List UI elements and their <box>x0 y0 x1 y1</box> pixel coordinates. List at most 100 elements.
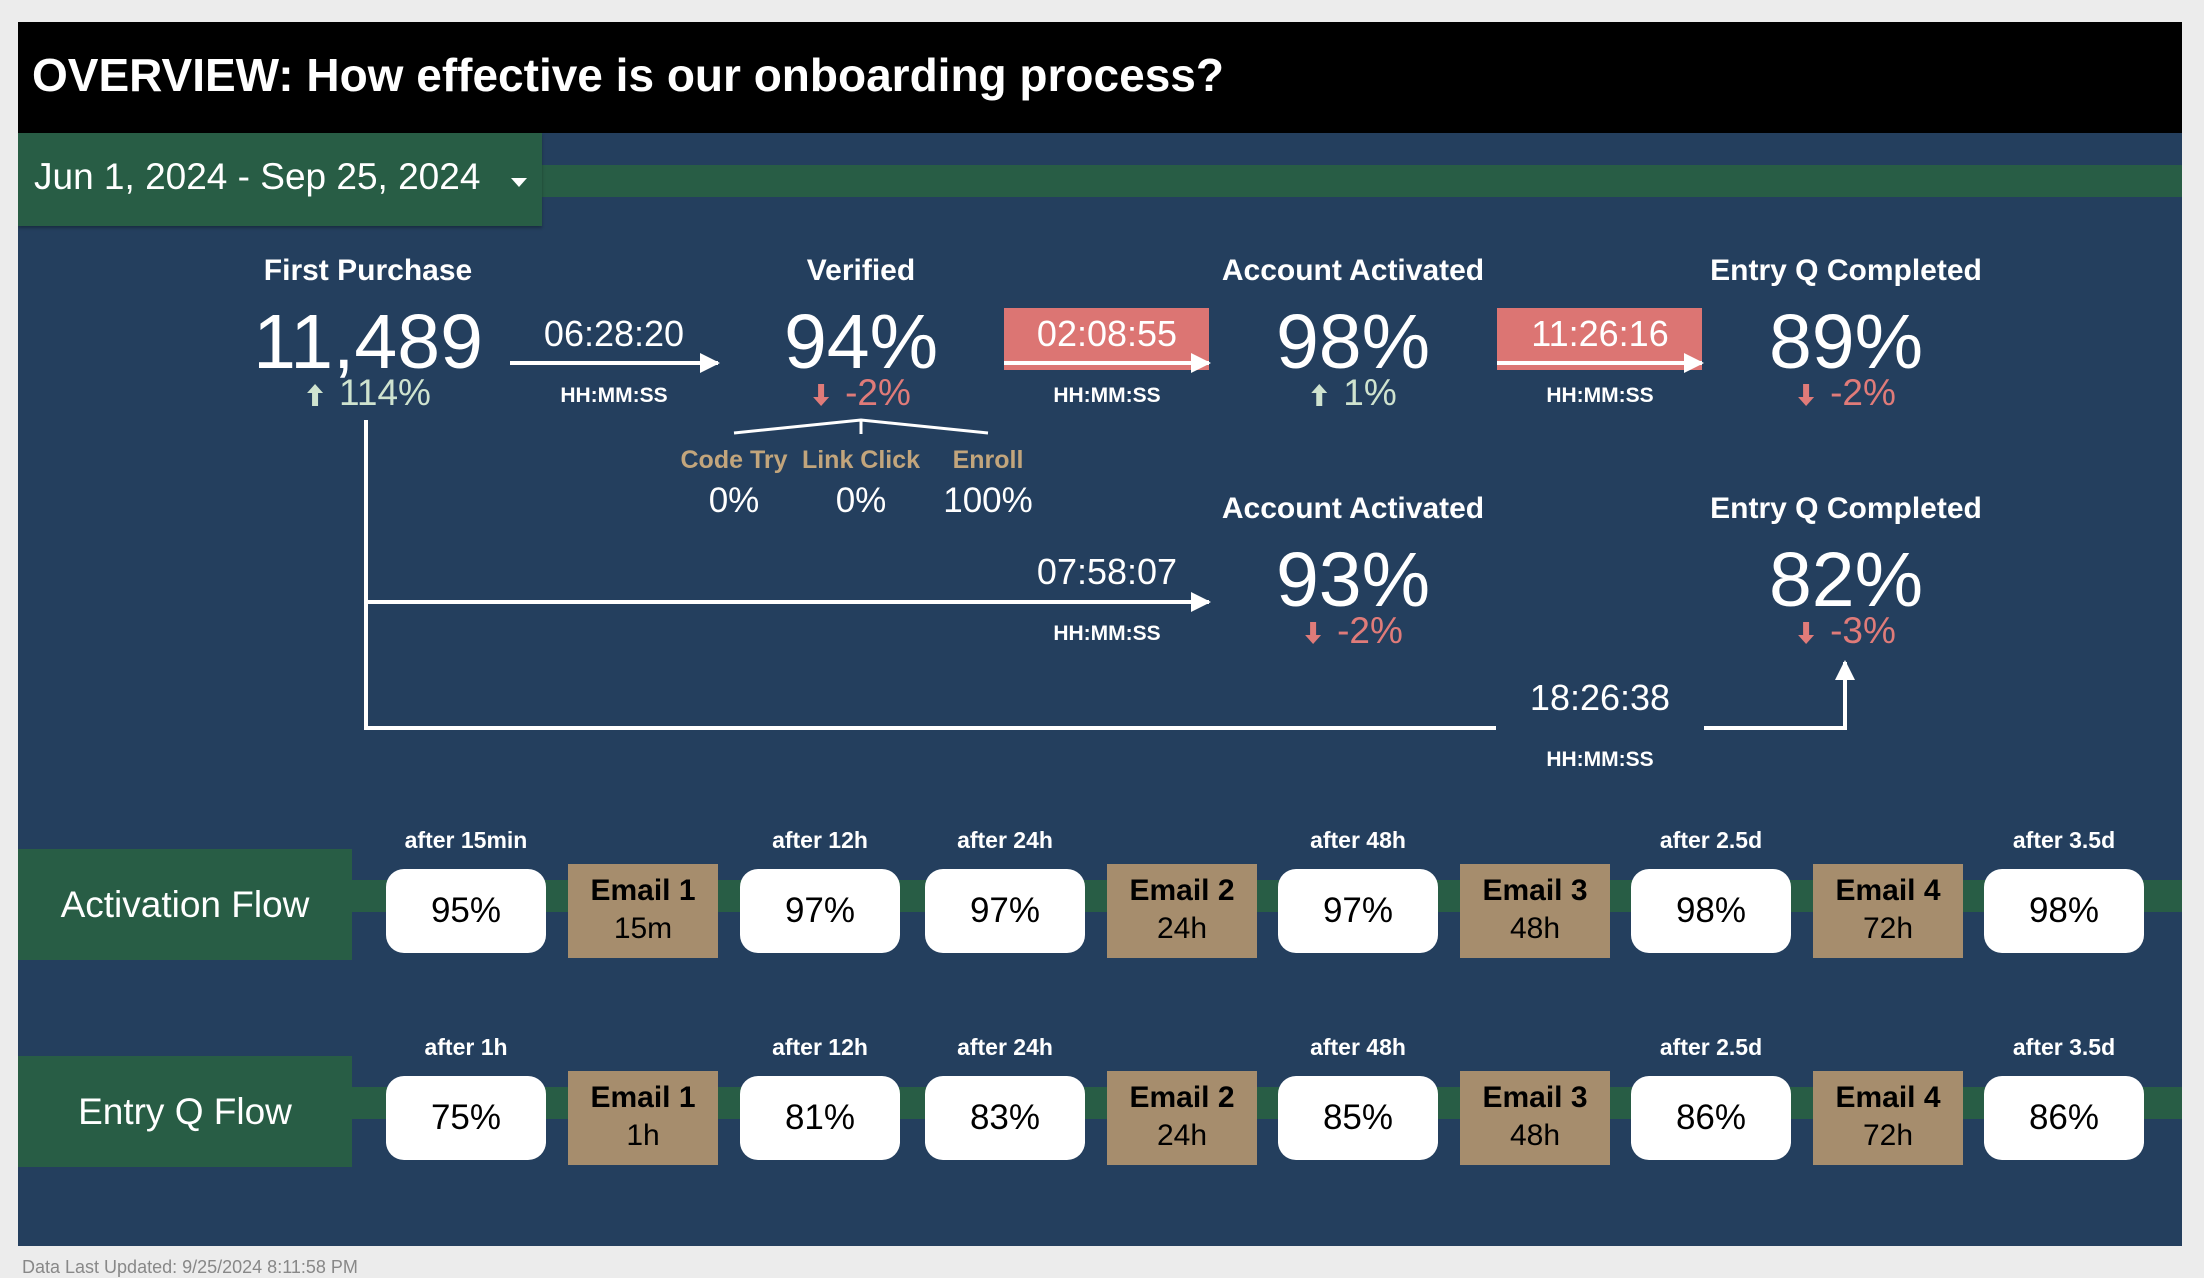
verify-method-value: 0% <box>708 481 760 520</box>
verified-value: 94% <box>783 299 939 385</box>
arrow-up-icon <box>1311 384 1328 407</box>
activation-rate-pill: 98% <box>1984 869 2144 953</box>
activation-rate-pill: 97% <box>740 869 900 953</box>
transition-2-unit: HH:MM:SS <box>1053 384 1161 407</box>
entryq-delta: -2% <box>1796 372 1896 414</box>
activated-delta: 1% <box>1309 372 1397 414</box>
email-name: Email 2 <box>1129 874 1235 907</box>
email-name: Email 4 <box>1835 1081 1941 1114</box>
transition-5-unit: HH:MM:SS <box>1546 748 1654 771</box>
first-purchase-label: First Purchase <box>263 254 473 287</box>
funnel-connectors <box>364 308 1855 730</box>
email-name: Email 1 <box>590 1081 696 1114</box>
entryq-rate-pill: 86% <box>1631 1076 1791 1160</box>
transition-3-unit: HH:MM:SS <box>1546 384 1654 407</box>
verify-method-value: 0% <box>835 481 887 520</box>
pill-timing-label: after 15min <box>404 827 528 853</box>
pill-timing-label: after 12h <box>772 1034 868 1060</box>
transition-5-time: 18:26:38 <box>1529 677 1671 718</box>
verify-method-label: Link Click <box>801 446 921 474</box>
caret-down-icon[interactable] <box>511 178 527 187</box>
email-name: Email 3 <box>1482 1081 1588 1114</box>
page-title: OVERVIEW: How effective is our onboardin… <box>32 49 1224 101</box>
activation-rate-pill: 95% <box>386 869 546 953</box>
transition-3-time: 11:26:16 <box>1531 313 1669 354</box>
entryq-email-card: Email 3 48h <box>1460 1071 1610 1165</box>
pill-timing-label: after 12h <box>772 827 868 853</box>
pill-timing-label: after 1h <box>424 1034 508 1060</box>
pill-timing-label: after 24h <box>957 827 1053 853</box>
activation-rate-pill: 98% <box>1631 869 1791 953</box>
transition-2-time: 02:08:55 <box>1036 313 1178 354</box>
activation-email-card: Email 3 48h <box>1460 864 1610 958</box>
pill-timing-label: after 48h <box>1310 827 1406 853</box>
entryq-rate-pill: 86% <box>1984 1076 2144 1160</box>
email-name: Email 1 <box>590 874 696 907</box>
pill-timing-label: after 2.5d <box>1659 827 1763 853</box>
activated-direct-delta-value: -2% <box>1337 610 1403 651</box>
entryq-direct-label: Entry Q Completed <box>1710 492 1982 525</box>
arrow-down-icon <box>1798 622 1815 645</box>
transition-2-highlight <box>1004 308 1209 370</box>
entryq-rate-pill: 75% <box>386 1076 546 1160</box>
email-delay: 24h <box>1156 912 1208 945</box>
entryq-email-card: Email 2 24h <box>1107 1071 1257 1165</box>
email-delay: 48h <box>1509 912 1561 945</box>
activated-direct-label: Account Activated <box>1221 492 1485 525</box>
entryq-rate-pill: 83% <box>925 1076 1085 1160</box>
activation-email-card: Email 4 72h <box>1813 864 1963 958</box>
verify-method-label: Code Try <box>680 446 788 474</box>
activated-delta-value: 1% <box>1343 372 1397 413</box>
pill-timing-label: after 48h <box>1310 1034 1406 1060</box>
entryq-email-card: Email 4 72h <box>1813 1071 1963 1165</box>
arrow-down-icon <box>1305 622 1322 645</box>
transition-3-highlight <box>1497 308 1702 370</box>
activated-label: Account Activated <box>1221 254 1485 287</box>
activated-direct-value: 93% <box>1275 537 1431 623</box>
entryq-label: Entry Q Completed <box>1710 254 1982 287</box>
pill-timing-label: after 24h <box>957 1034 1053 1060</box>
email-delay: 48h <box>1509 1119 1561 1152</box>
first-purchase-delta: 114% <box>305 372 431 414</box>
arrow-to-entryq-direct <box>1704 660 1855 730</box>
first-purchase-value: 11,489 <box>253 299 483 385</box>
entryq-flow-label: Entry Q Flow <box>18 1056 352 1167</box>
entryq-direct-delta-value: -3% <box>1830 610 1896 651</box>
activation-email-card: Email 1 15m <box>568 864 718 958</box>
email-name: Email 4 <box>1835 874 1941 907</box>
entryq-delta-value: -2% <box>1830 372 1896 413</box>
pill-timing-label: after 3.5d <box>2012 1034 2116 1060</box>
activation-rate-pill: 97% <box>1278 869 1438 953</box>
date-range-picker[interactable]: Jun 1, 2024 - Sep 25, 2024 <box>18 133 542 226</box>
header-bar: OVERVIEW: How effective is our onboardin… <box>18 22 2182 133</box>
email-delay: 15m <box>613 912 673 945</box>
transition-1-unit: HH:MM:SS <box>560 384 668 407</box>
entryq-rate-pill: 81% <box>740 1076 900 1160</box>
verified-delta: -2% <box>811 372 911 414</box>
email-delay: 24h <box>1156 1119 1208 1152</box>
transition-4-unit: HH:MM:SS <box>1053 622 1161 645</box>
arrow-down-icon <box>1798 384 1815 407</box>
verify-method-value: 100% <box>943 481 1033 520</box>
email-delay: 1h <box>626 1119 660 1152</box>
activated-direct-delta: -2% <box>1303 610 1403 652</box>
email-delay: 72h <box>1862 912 1914 945</box>
pill-timing-label: after 2.5d <box>1659 1034 1763 1060</box>
email-name: Email 3 <box>1482 874 1588 907</box>
activated-value: 98% <box>1275 299 1431 385</box>
report-canvas: OVERVIEW: How effective is our onboardin… <box>18 22 2182 1246</box>
date-range-text: Jun 1, 2024 - Sep 25, 2024 <box>34 156 481 197</box>
verify-method-label: Enroll <box>952 446 1024 474</box>
verified-label: Verified <box>806 254 916 287</box>
verified-delta-value: -2% <box>845 372 911 413</box>
first-purchase-delta-value: 114% <box>339 372 431 413</box>
transition-4-time: 07:58:07 <box>1036 551 1178 592</box>
activation-rate-pill: 97% <box>925 869 1085 953</box>
activation-email-card: Email 2 24h <box>1107 864 1257 958</box>
entryq-rate-pill: 85% <box>1278 1076 1438 1160</box>
arrow-up-icon <box>307 384 324 407</box>
activation-flow-label: Activation Flow <box>18 849 352 960</box>
email-delay: 72h <box>1862 1119 1914 1152</box>
pill-timing-label: after 3.5d <box>2012 827 2116 853</box>
arrow-down-icon <box>813 384 830 407</box>
